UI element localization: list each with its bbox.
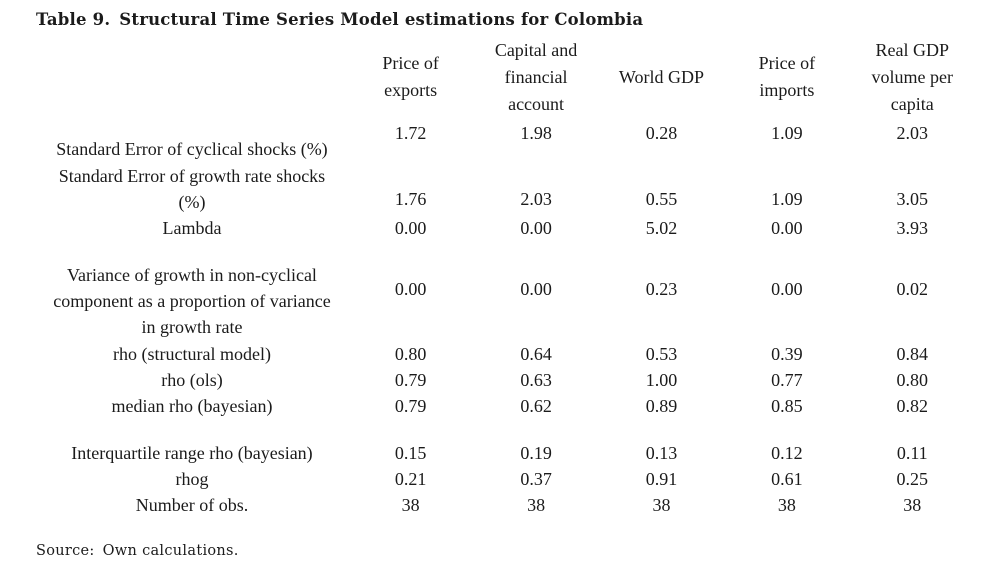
value-cell: 1.09: [771, 189, 803, 210]
table-row-se-cyclical: Standard Error of cyclical shocks (%) 1.…: [36, 119, 975, 163]
value-cell: 0.13: [645, 442, 678, 463]
value-cell: 0.19: [520, 442, 552, 463]
table-row-se-growth: Standard Error of growth rate shocks (%)…: [36, 163, 975, 215]
row-label: median rho (bayesian): [111, 395, 273, 416]
value-cell: 0.80: [394, 343, 427, 364]
table-number: Table 9.: [36, 10, 111, 29]
value-cell: 38: [903, 495, 922, 516]
value-cell: 0.39: [771, 343, 803, 364]
value-cell: 0.00: [394, 279, 427, 300]
value-cell: 0.85: [771, 395, 803, 416]
table-row-num-obs: Number of obs. 38 38 38 38 38: [36, 492, 975, 518]
value-cell: 0.28: [645, 123, 678, 143]
value-cell: 0.53: [645, 343, 678, 364]
value-cell: 38: [777, 495, 796, 516]
value-cell: 0.84: [896, 343, 929, 364]
value-cell: 0.00: [520, 279, 552, 300]
value-cell: 1.98: [520, 123, 552, 143]
row-label: Number of obs.: [135, 495, 249, 516]
value-cell: 1.09: [771, 123, 803, 143]
value-cell: 0.79: [394, 395, 427, 416]
column-header-price-of-exports: Price of exports: [348, 35, 473, 119]
value-cell: 2.03: [520, 189, 552, 210]
row-label: Variance of growth in non-cyclical compo…: [53, 265, 331, 338]
value-cell: 38: [652, 495, 671, 516]
spacer-row: [36, 241, 975, 262]
source-note: Source: Own calculations.: [36, 543, 975, 559]
value-cell: 0.00: [771, 218, 803, 239]
table-row-interquartile: Interquartile range rho (bayesian) 0.15 …: [36, 440, 975, 466]
row-label: rhog: [175, 468, 209, 489]
table-row-lambda: Lambda 0.00 0.00 5.02 0.00 3.93: [36, 215, 975, 241]
value-cell: 0.25: [896, 468, 929, 489]
column-header-price-of-imports: Price of imports: [724, 35, 849, 119]
value-cell: 1.76: [394, 189, 427, 210]
table-row-rho-ols: rho (ols) 0.79 0.63 1.00 0.77 0.80: [36, 367, 975, 393]
value-cell: 0.89: [645, 395, 678, 416]
column-header-label: Price of exports: [382, 53, 439, 100]
value-cell: 2.03: [896, 123, 929, 143]
column-header-world-gdp: World GDP: [599, 35, 724, 119]
value-cell: 0.55: [645, 189, 678, 210]
value-cell: 0.77: [771, 369, 803, 390]
table-title: Table 9. Structural Time Series Model est…: [36, 10, 975, 29]
value-cell: 0.11: [896, 442, 928, 463]
column-header-label: Price of imports: [758, 53, 816, 100]
value-cell: 0.62: [520, 395, 552, 416]
value-cell: 0.80: [896, 369, 929, 390]
table-caption: Structural Time Series Model estimations…: [119, 10, 644, 29]
table-row-rhog: rhog 0.21 0.37 0.91 0.61 0.25: [36, 466, 975, 492]
column-header-label: World GDP: [618, 66, 704, 87]
column-header-label: Capital and financial account: [494, 39, 578, 114]
value-cell: 0.82: [896, 395, 929, 416]
source-label: Source:: [36, 543, 95, 560]
row-label-header: [36, 35, 348, 119]
value-cell: 0.61: [771, 468, 803, 489]
table-row-rho-structural: rho (structural model) 0.80 0.64 0.53 0.…: [36, 341, 975, 367]
value-cell: 0.00: [520, 218, 552, 239]
spacer-row: [36, 419, 975, 440]
table-row-variance: Variance of growth in non-cyclical compo…: [36, 262, 975, 340]
value-cell: 0.02: [896, 279, 929, 300]
column-header-capital-financial-account: Capital and financial account: [473, 35, 598, 119]
value-cell: 0.12: [771, 442, 803, 463]
row-label: rho (structural model): [113, 343, 271, 364]
value-cell: 0.21: [394, 468, 427, 489]
value-cell: 0.00: [394, 218, 427, 239]
row-label: Standard Error of cyclical shocks (%): [56, 138, 328, 159]
value-cell: 0.79: [394, 369, 427, 390]
value-cell: 0.91: [645, 468, 678, 489]
value-cell: 0.37: [520, 468, 552, 489]
estimation-table: Price of exports Capital and financial a…: [36, 35, 975, 518]
row-label: Lambda: [162, 218, 222, 239]
value-cell: 1.00: [645, 369, 678, 390]
value-cell: 5.02: [645, 218, 678, 239]
table-row-median-rho: median rho (bayesian) 0.79 0.62 0.89 0.8…: [36, 393, 975, 419]
row-label: Standard Error of growth rate shocks (%): [58, 166, 326, 213]
value-cell: 0.15: [394, 442, 427, 463]
value-cell: 0.23: [645, 279, 678, 300]
header-row: Price of exports Capital and financial a…: [36, 35, 975, 119]
row-label: Interquartile range rho (bayesian): [71, 442, 313, 463]
value-cell: 1.72: [394, 123, 427, 143]
column-header-label: Real GDP volume per capita: [871, 39, 953, 114]
source-text: Own calculations.: [102, 543, 239, 560]
row-label: rho (ols): [161, 369, 223, 390]
value-cell: 38: [401, 495, 420, 516]
value-cell: 0.00: [771, 279, 803, 300]
value-cell: 38: [527, 495, 546, 516]
value-cell: 0.64: [520, 343, 552, 364]
value-cell: 0.63: [520, 369, 552, 390]
value-cell: 3.93: [896, 218, 929, 239]
value-cell: 3.05: [896, 189, 929, 210]
column-header-real-gdp-per-capita: Real GDP volume per capita: [850, 35, 975, 119]
